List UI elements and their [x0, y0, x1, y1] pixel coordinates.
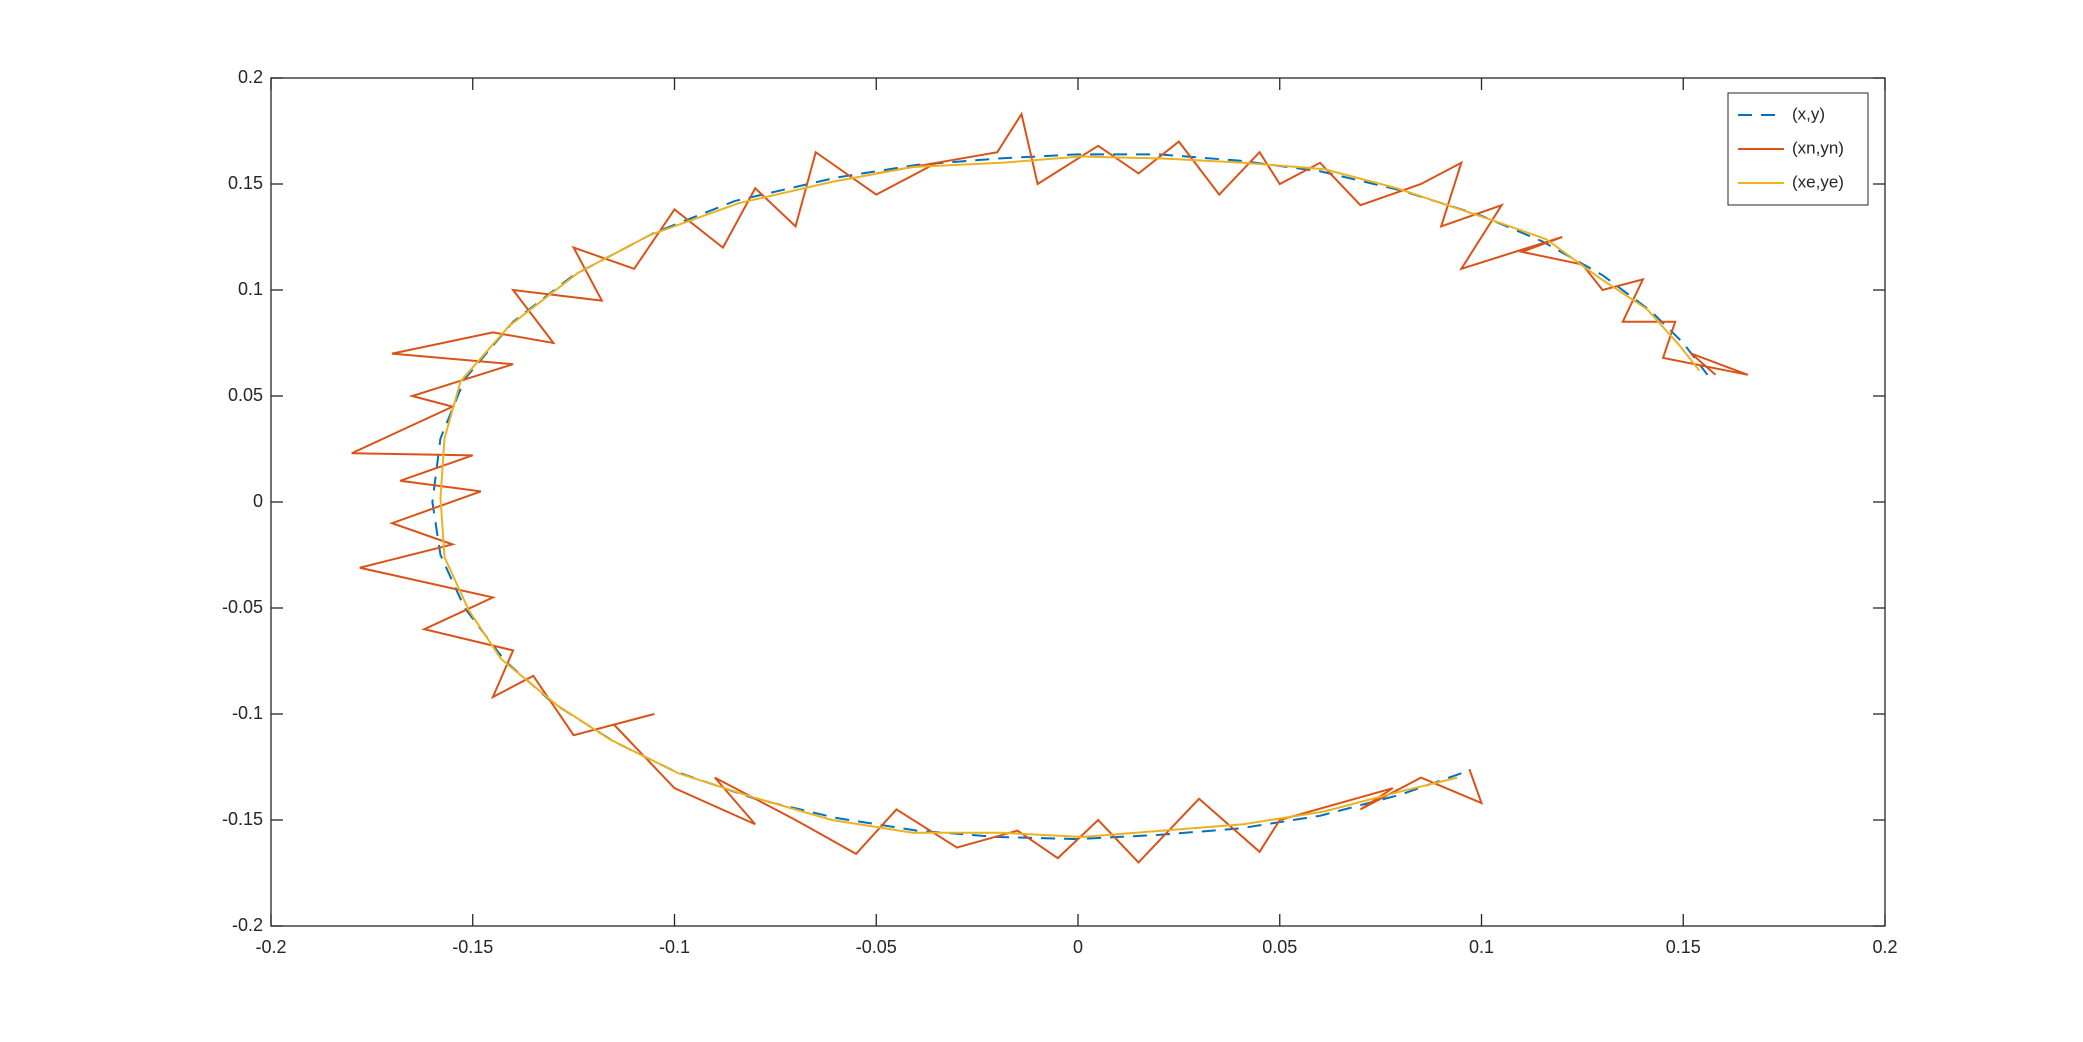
x-tick-label: -0.2	[255, 937, 286, 957]
legend-label: (xe,ye)	[1792, 172, 1844, 191]
series-line	[351, 111, 1749, 864]
legend-label: (x,y)	[1792, 104, 1825, 123]
x-tick-label: 0.1	[1469, 937, 1494, 957]
y-tick-label: 0.15	[228, 173, 263, 193]
x-tick-label: -0.05	[856, 937, 897, 957]
x-tick-label: 0.05	[1262, 937, 1297, 957]
y-tick-label: -0.2	[232, 915, 263, 935]
x-tick-label: 0.2	[1872, 937, 1897, 957]
y-tick-label: 0	[253, 491, 263, 511]
y-tick-label: 0.2	[238, 67, 263, 87]
axes-box	[270, 77, 1886, 927]
x-tick-label: 0	[1073, 937, 1083, 957]
legend-label: (xn,yn)	[1792, 138, 1844, 157]
series-line	[439, 155, 1701, 838]
x-tick-label: -0.1	[659, 937, 690, 957]
y-tick-label: -0.15	[222, 809, 263, 829]
x-tick-label: -0.15	[452, 937, 493, 957]
y-tick-label: 0.05	[228, 385, 263, 405]
y-tick-label: -0.05	[222, 597, 263, 617]
y-tick-label: 0.1	[238, 279, 263, 299]
x-tick-label: 0.15	[1666, 937, 1701, 957]
y-tick-label: -0.1	[232, 703, 263, 723]
